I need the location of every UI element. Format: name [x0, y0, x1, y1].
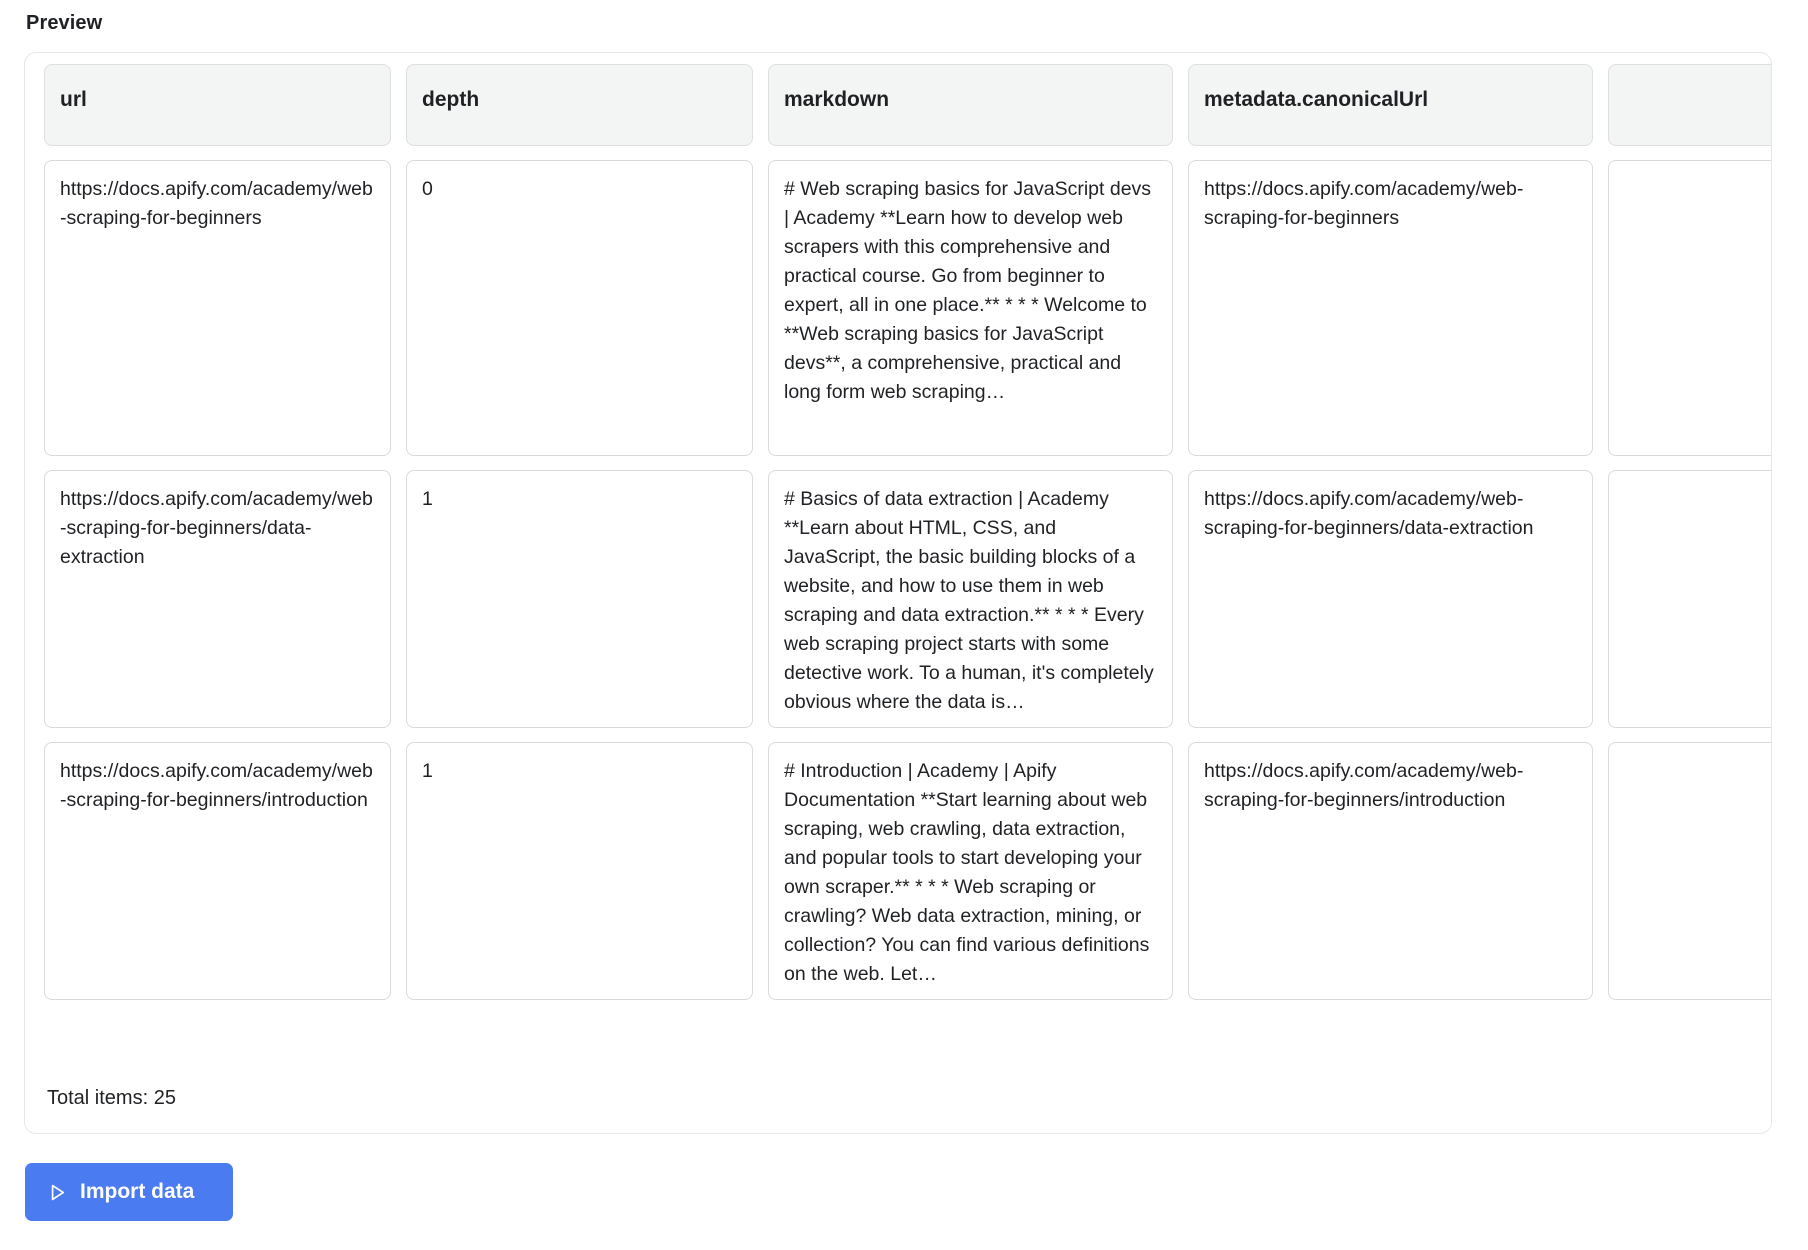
column-header-metadata-canonicalurl[interactable]: metadata.canonicalUrl — [1188, 64, 1593, 146]
table-header-row: url depth markdown metadata.canonicalUrl — [44, 64, 1771, 146]
preview-table: url depth markdown metadata.canonicalUrl… — [25, 53, 1771, 1000]
cell-depth[interactable]: 1 — [406, 742, 753, 1000]
cell-canonical-url[interactable]: https://docs.apify.com/academy/web-scrap… — [1188, 160, 1593, 456]
table-scroll-area[interactable]: url depth markdown metadata.canonicalUrl… — [25, 53, 1771, 1133]
import-data-label: Import data — [80, 1180, 195, 1203]
import-data-button[interactable]: Import data — [25, 1163, 233, 1221]
cell-markdown[interactable]: # Introduction | Academy | Apify Documen… — [768, 742, 1173, 1000]
cell-url[interactable]: https://docs.apify.com/academy/web-scrap… — [44, 160, 391, 456]
column-header-depth[interactable]: depth — [406, 64, 753, 146]
cell-markdown[interactable]: # Basics of data extraction | Academy **… — [768, 470, 1173, 728]
cell-markdown[interactable]: # Web scraping basics for JavaScript dev… — [768, 160, 1173, 456]
play-triangle-icon — [47, 1182, 67, 1202]
cell-extra[interactable] — [1608, 742, 1771, 1000]
cell-extra[interactable] — [1608, 470, 1771, 728]
column-header-markdown[interactable]: markdown — [768, 64, 1173, 146]
table-row: https://docs.apify.com/academy/web-scrap… — [44, 160, 1771, 456]
table-footer: Total items: 25 — [25, 1063, 1771, 1133]
page-title: Preview — [26, 12, 103, 34]
cell-depth[interactable]: 1 — [406, 470, 753, 728]
column-header-url[interactable]: url — [44, 64, 391, 146]
cell-canonical-url[interactable]: https://docs.apify.com/academy/web-scrap… — [1188, 470, 1593, 728]
cell-url[interactable]: https://docs.apify.com/academy/web-scrap… — [44, 742, 391, 1000]
preview-table-card: url depth markdown metadata.canonicalUrl… — [24, 52, 1772, 1134]
cell-url[interactable]: https://docs.apify.com/academy/web-scrap… — [44, 470, 391, 728]
cell-canonical-url[interactable]: https://docs.apify.com/academy/web-scrap… — [1188, 742, 1593, 1000]
table-row: https://docs.apify.com/academy/web-scrap… — [44, 742, 1771, 1000]
table-row: https://docs.apify.com/academy/web-scrap… — [44, 470, 1771, 728]
total-items-label: Total items: 25 — [47, 1086, 176, 1109]
column-header-extra[interactable] — [1608, 64, 1771, 146]
cell-extra[interactable] — [1608, 160, 1771, 456]
cell-depth[interactable]: 0 — [406, 160, 753, 456]
